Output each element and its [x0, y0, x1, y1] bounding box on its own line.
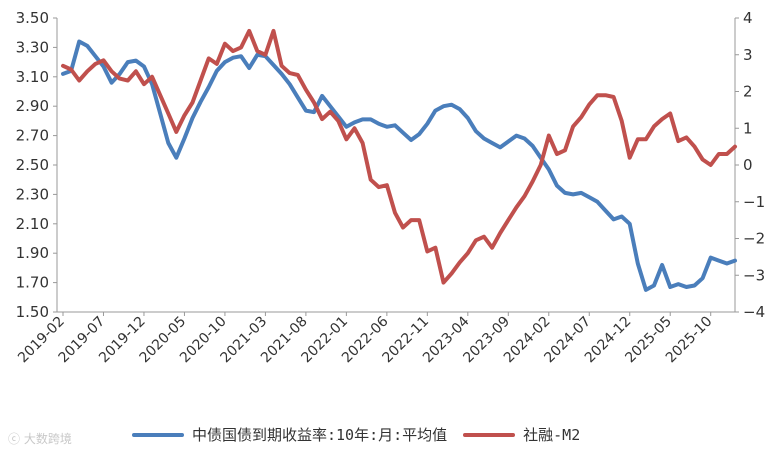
y-left-tick-label: 3.30 — [16, 38, 49, 56]
legend-item-tsf-m2: 社融-M2 — [463, 424, 580, 445]
y-left-tick-label: 1.50 — [16, 303, 49, 321]
watermark-text: 大数跨境 — [23, 432, 72, 446]
y-left-tick-label: 3.10 — [16, 68, 49, 86]
y-right-tick-label: −2 — [743, 230, 765, 248]
y-right-tick-label: 2 — [743, 83, 753, 101]
y-left-tick-label: 2.30 — [16, 185, 49, 203]
y-right-tick-label: 0 — [743, 156, 753, 174]
y-left-tick-label: 2.70 — [16, 127, 49, 145]
chart-series — [61, 28, 737, 292]
y-left-tick-label: 2.10 — [16, 215, 49, 233]
y-right-tick-label: −1 — [743, 193, 765, 211]
y-left-tick-label: 1.90 — [16, 244, 49, 262]
y-right-tick-label: −4 — [743, 303, 765, 321]
watermark-logo: ⓒ 大数跨境 — [8, 432, 72, 446]
legend-swatch-red — [463, 432, 516, 437]
legend-item-bond-yield: 中债国债到期收益率:10年:月:平均值 — [132, 424, 447, 445]
y-right-tick-label: −3 — [743, 266, 765, 284]
chart-legend: 中债国债到期收益率:10年:月:平均值 社融-M2 — [132, 424, 596, 445]
y-right-tick-label: 1 — [743, 119, 753, 137]
y-left-tick-label: 2.50 — [16, 156, 49, 174]
legend-label-bond-yield: 中债国债到期收益率:10年:月:平均值 — [192, 426, 448, 444]
y-left-tick-label: 2.90 — [16, 97, 49, 115]
series-line-tsf-m2 — [61, 28, 737, 285]
legend-label-tsf-m2: 社融-M2 — [523, 426, 581, 444]
legend-swatch-blue — [132, 432, 184, 437]
y-left-tick-label: 1.70 — [16, 274, 49, 292]
y-left-tick-label: 3.50 — [16, 9, 49, 27]
y-right-tick-label: 4 — [743, 9, 753, 27]
series-line-bond-yield — [61, 39, 737, 292]
y-right-tick-label: 3 — [743, 46, 753, 64]
